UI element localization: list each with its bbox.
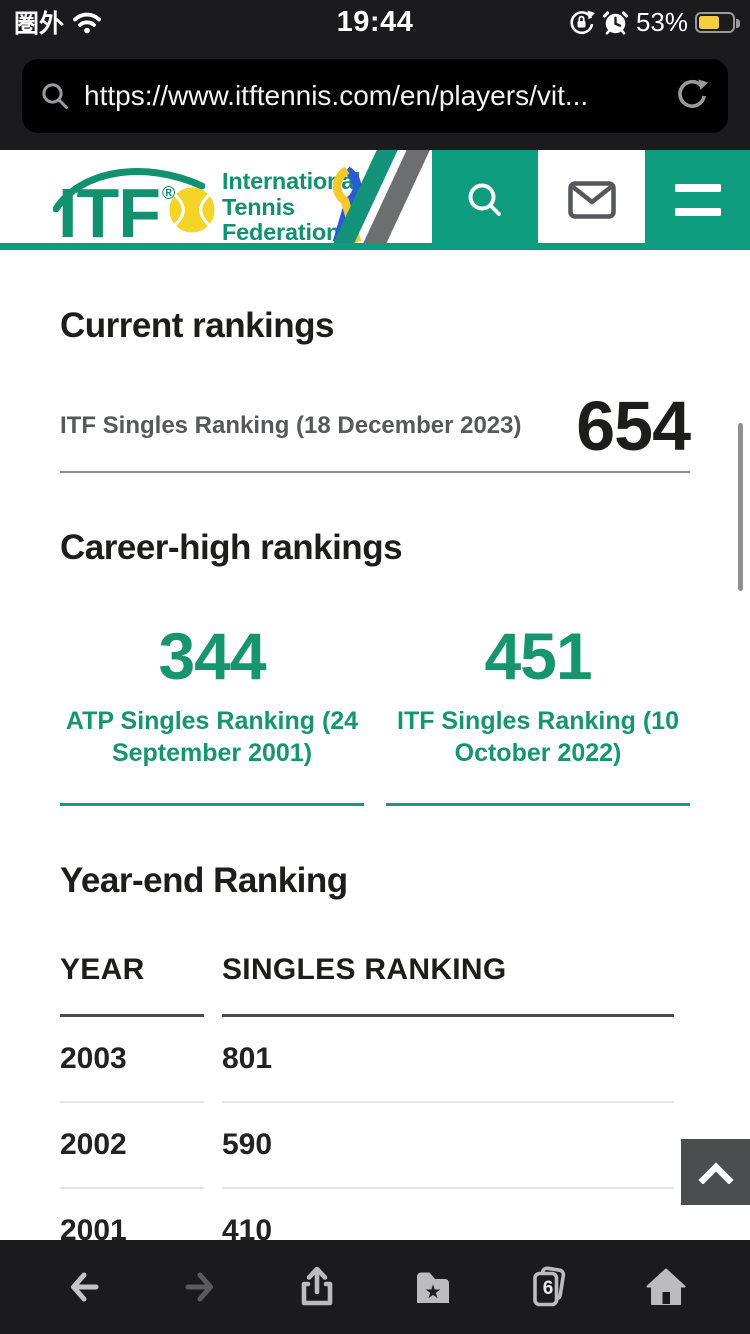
scroll-to-top-button[interactable] <box>681 1139 750 1205</box>
back-icon <box>71 1272 99 1302</box>
site-header: ITF ® International Tennis Federation <box>0 150 750 250</box>
menu-button[interactable] <box>645 150 750 243</box>
logo-wordmark: International Tennis Federation <box>222 168 361 245</box>
reload-icon[interactable] <box>674 78 710 114</box>
logo-arc <box>53 168 205 212</box>
divider <box>60 471 690 473</box>
clock: 19:44 <box>336 5 414 38</box>
tabs-icon <box>533 1266 566 1307</box>
status-left: 圏外 <box>14 0 102 44</box>
table-cell-ranking: 590 <box>222 1103 674 1189</box>
battery-icon <box>695 11 740 33</box>
browser-chrome-top: https://www.itftennis.com/en/players/vit… <box>0 44 750 150</box>
bookmarks-button[interactable]: ★ <box>375 1240 491 1334</box>
browser-toolbar: ★ 6 <box>0 1240 750 1334</box>
current-rankings-title: Current rankings <box>60 306 335 345</box>
career-high-item: 344 ATP Singles Ranking (24 September 20… <box>60 623 364 806</box>
status-bar: 圏外 19:44 53% <box>0 0 750 44</box>
svg-text:★: ★ <box>425 1282 442 1303</box>
forward-icon <box>185 1272 214 1302</box>
table-cell-year: 2002 <box>60 1103 204 1189</box>
wifi-icon <box>73 12 101 33</box>
alarm-icon <box>602 10 629 35</box>
carrier-label: 圏外 <box>14 10 65 38</box>
back-button[interactable] <box>26 1240 142 1334</box>
contact-button[interactable] <box>538 150 645 243</box>
page-content: Current rankings ITF Singles Ranking (18… <box>0 257 750 1334</box>
career-high-item: 451 ITF Singles Ranking (10 October 2022… <box>386 623 690 806</box>
ukraine-ribbon-icon <box>332 166 362 243</box>
year-end-title: Year-end Ranking <box>60 861 348 900</box>
tabs-count-label: 6 <box>542 1278 554 1300</box>
logo-acronym: ITF ® <box>58 178 175 243</box>
current-ranking-label: ITF Singles Ranking (18 December 2023) <box>60 412 522 439</box>
battery-nub <box>736 18 740 28</box>
career-high-label: ATP Singles Ranking (24 September 2001) <box>65 707 359 767</box>
column-header-year: YEAR <box>60 952 204 1017</box>
bookmarks-icon: ★ <box>417 1272 450 1303</box>
registered-mark: ® <box>161 183 175 203</box>
search-button[interactable] <box>432 150 538 243</box>
current-ranking-row: ITF Singles Ranking (18 December 2023) 6… <box>60 387 691 465</box>
career-high-title: Career-high rankings <box>60 528 403 567</box>
career-high-label: ITF Singles Ranking (10 October 2022) <box>397 707 679 767</box>
green-underline <box>386 803 690 806</box>
scrollbar-thumb[interactable] <box>738 423 743 591</box>
status-right: 53% <box>568 0 740 44</box>
share-button[interactable] <box>259 1240 375 1334</box>
hamburger-icon <box>674 184 721 216</box>
career-high-value: 344 <box>158 619 266 693</box>
green-underline <box>60 803 364 806</box>
forward-button[interactable] <box>142 1240 258 1334</box>
search-icon <box>468 183 501 216</box>
column-header-singles: SINGLES RANKING <box>222 952 674 1017</box>
logo-line-3: Federation <box>222 219 341 245</box>
career-high-columns: 344 ATP Singles Ranking (24 September 20… <box>60 623 690 806</box>
share-icon <box>301 1266 333 1306</box>
chevron-up-icon <box>697 1162 734 1184</box>
logo-itf-text: ITF <box>58 174 161 250</box>
logo-line-2: Tennis <box>222 193 295 220</box>
tennis-ball-icon <box>169 187 215 233</box>
home-icon <box>646 1268 686 1305</box>
career-high-value: 451 <box>484 619 592 693</box>
tabs-button[interactable]: 6 <box>491 1240 607 1334</box>
url-text: https://www.itftennis.com/en/players/vit… <box>84 80 589 111</box>
battery-fill <box>699 15 719 29</box>
itf-logo[interactable]: ITF ® International Tennis Federation <box>0 150 435 245</box>
mail-icon <box>567 181 616 219</box>
rotation-lock-icon <box>570 10 595 34</box>
current-ranking-value: 654 <box>576 387 691 465</box>
table-cell-year: 2003 <box>60 1017 204 1103</box>
url-bar[interactable]: https://www.itftennis.com/en/players/vit… <box>22 59 728 133</box>
magnifier-icon <box>42 83 68 109</box>
table-cell-ranking: 801 <box>222 1017 674 1103</box>
battery-percent-label: 53% <box>635 6 688 37</box>
home-button[interactable] <box>608 1240 724 1334</box>
year-end-table: YEAR SINGLES RANKING 2003 801 2002 590 2… <box>60 952 690 1275</box>
